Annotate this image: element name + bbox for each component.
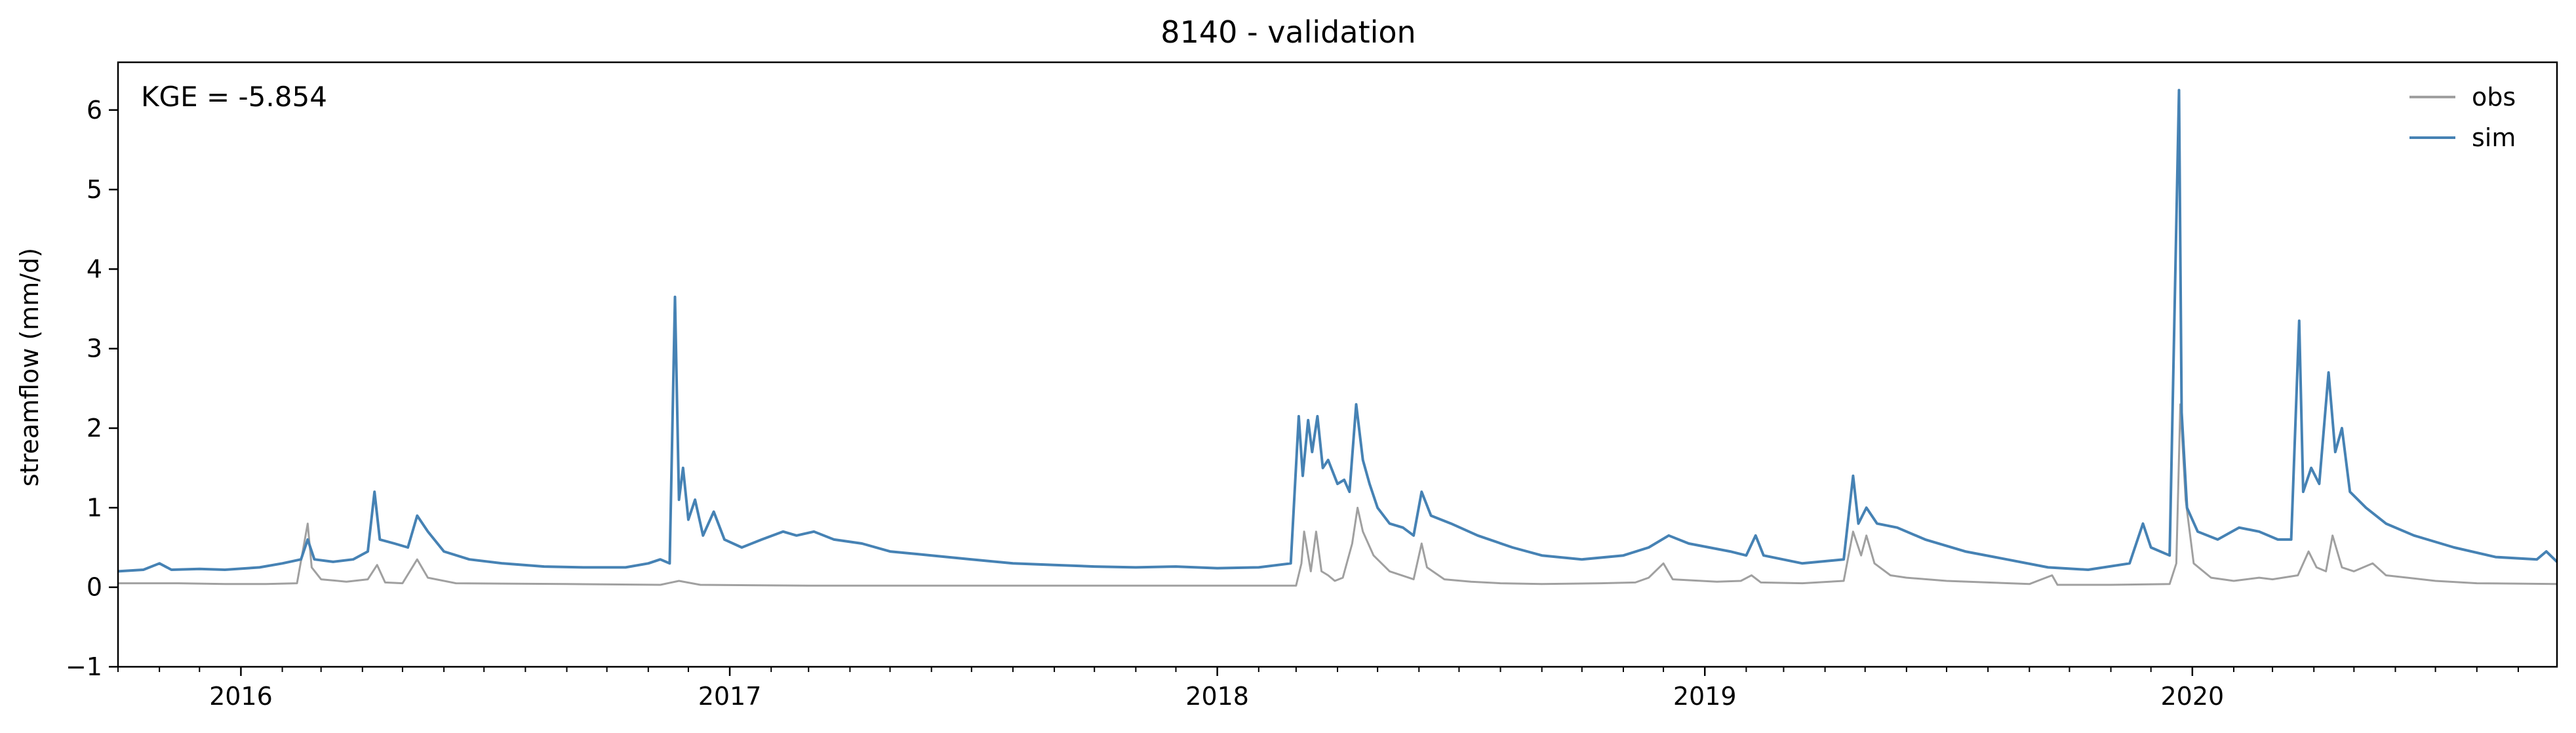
legend-obs-label: obs — [2472, 83, 2516, 111]
kge-annotation: KGE = -5.854 — [141, 81, 327, 113]
x-tick-label: 2020 — [2160, 682, 2224, 711]
legend-sim-label: sim — [2472, 123, 2516, 152]
y-tick-label: 0 — [87, 573, 102, 602]
x-tick-label: 2016 — [209, 682, 273, 711]
x-tick-label: 2018 — [1185, 682, 1249, 711]
series-line-sim — [117, 89, 2558, 573]
y-tick-label: 6 — [87, 96, 102, 125]
y-tick-label: −1 — [66, 652, 102, 681]
x-tick-label: 2017 — [698, 682, 762, 711]
y-tick-label: 5 — [87, 175, 102, 204]
legend: obs sim — [2409, 83, 2516, 152]
series-layer — [117, 89, 2558, 587]
chart-title: 8140 - validation — [1160, 14, 1416, 50]
plot-area: −1 0 1 2 3 4 5 6 2016 2017 2018 2019 2020 — [66, 61, 2558, 711]
x-ticks: 2016 2017 2018 2019 2020 — [117, 667, 2519, 711]
y-axis-label: streamflow (mm/d) — [15, 248, 44, 486]
y-tick-label: 2 — [87, 414, 102, 443]
series-line-obs — [118, 403, 2558, 587]
y-tick-label: 3 — [87, 334, 102, 363]
y-tick-label: 1 — [87, 493, 102, 522]
y-ticks: −1 0 1 2 3 4 5 6 — [66, 96, 118, 681]
y-tick-label: 4 — [87, 254, 102, 283]
x-tick-label: 2019 — [1673, 682, 1737, 711]
